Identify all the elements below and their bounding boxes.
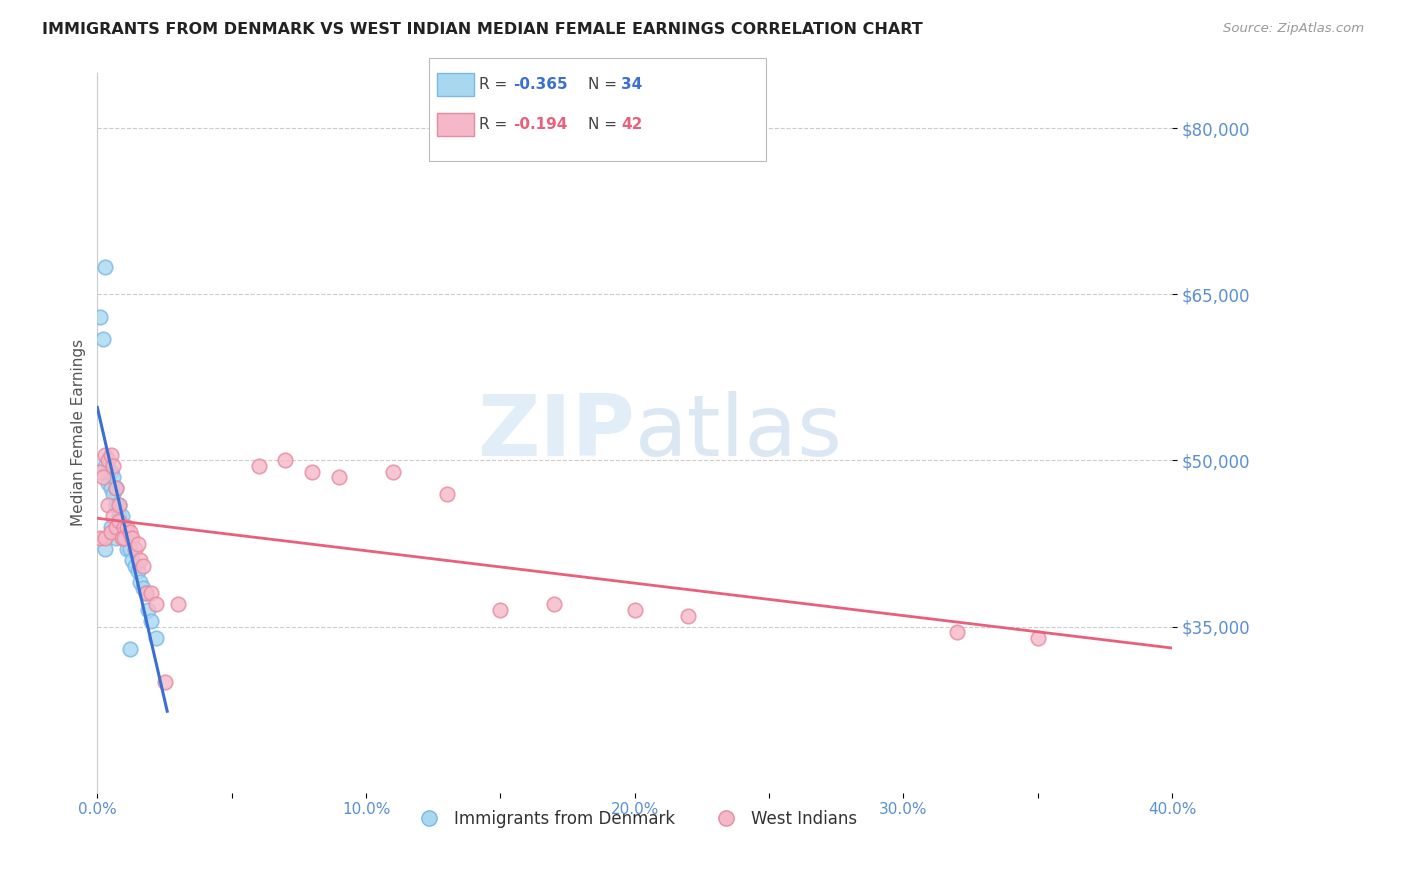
Point: [91, 470, 114, 484]
Point: [946, 625, 969, 640]
Point: [132, 581, 155, 595]
Point: [97, 498, 120, 512]
Point: [105, 481, 128, 495]
Point: [110, 520, 132, 534]
Point: [103, 458, 125, 473]
Point: [127, 536, 149, 550]
Point: [436, 486, 458, 500]
Point: [108, 508, 131, 523]
Point: [543, 598, 565, 612]
Point: [103, 470, 125, 484]
Point: [167, 598, 190, 612]
Legend: Immigrants from Denmark, West Indians: Immigrants from Denmark, West Indians: [406, 804, 863, 835]
Point: [94, 458, 117, 473]
Point: [121, 553, 143, 567]
Point: [1026, 631, 1049, 645]
Point: [139, 614, 162, 628]
Point: [115, 525, 138, 540]
Point: [112, 531, 135, 545]
Point: [94, 531, 117, 545]
Text: R =: R =: [479, 118, 513, 132]
Point: [110, 508, 132, 523]
Point: [100, 448, 122, 462]
Point: [381, 465, 404, 479]
Point: [97, 475, 120, 490]
Point: [115, 542, 138, 557]
Point: [105, 531, 128, 545]
Point: [118, 525, 141, 540]
Point: [91, 332, 114, 346]
Point: [110, 531, 132, 545]
Point: [145, 631, 167, 645]
Text: R =: R =: [479, 78, 513, 92]
Point: [127, 564, 149, 578]
Point: [135, 586, 157, 600]
Text: atlas: atlas: [634, 392, 842, 475]
Point: [103, 486, 125, 500]
Text: N =: N =: [588, 78, 621, 92]
Text: 42: 42: [621, 118, 643, 132]
Point: [89, 531, 111, 545]
Point: [124, 542, 146, 557]
Point: [112, 520, 135, 534]
Point: [94, 448, 117, 462]
Point: [112, 531, 135, 545]
Point: [115, 520, 138, 534]
Point: [153, 675, 176, 690]
Point: [112, 520, 135, 534]
Point: [100, 465, 122, 479]
Point: [94, 542, 117, 557]
Point: [105, 481, 128, 495]
Point: [247, 458, 270, 473]
Point: [678, 608, 700, 623]
Text: IMMIGRANTS FROM DENMARK VS WEST INDIAN MEDIAN FEMALE EARNINGS CORRELATION CHART: IMMIGRANTS FROM DENMARK VS WEST INDIAN M…: [42, 22, 922, 37]
Point: [489, 603, 512, 617]
Point: [274, 453, 297, 467]
Point: [108, 515, 131, 529]
Point: [139, 586, 162, 600]
Point: [97, 453, 120, 467]
Point: [121, 531, 143, 545]
Text: -0.194: -0.194: [513, 118, 568, 132]
Point: [124, 558, 146, 573]
Y-axis label: Median Female Earnings: Median Female Earnings: [72, 339, 86, 526]
Point: [623, 603, 645, 617]
Point: [301, 465, 323, 479]
Point: [145, 598, 167, 612]
Text: Source: ZipAtlas.com: Source: ZipAtlas.com: [1223, 22, 1364, 36]
Point: [328, 470, 350, 484]
Point: [132, 558, 155, 573]
Point: [100, 481, 122, 495]
Point: [105, 520, 128, 534]
Point: [129, 553, 152, 567]
Point: [135, 586, 157, 600]
Point: [89, 465, 111, 479]
Point: [103, 508, 125, 523]
Point: [94, 260, 117, 274]
Point: [97, 465, 120, 479]
Text: ZIP: ZIP: [477, 392, 634, 475]
Point: [105, 498, 128, 512]
Point: [108, 498, 131, 512]
Point: [129, 575, 152, 590]
Point: [100, 520, 122, 534]
Point: [138, 603, 160, 617]
Point: [118, 641, 141, 656]
Text: -0.365: -0.365: [513, 78, 568, 92]
Point: [108, 498, 131, 512]
Point: [118, 542, 141, 557]
Point: [89, 310, 111, 324]
Point: [100, 525, 122, 540]
Text: N =: N =: [588, 118, 621, 132]
Text: 34: 34: [621, 78, 643, 92]
